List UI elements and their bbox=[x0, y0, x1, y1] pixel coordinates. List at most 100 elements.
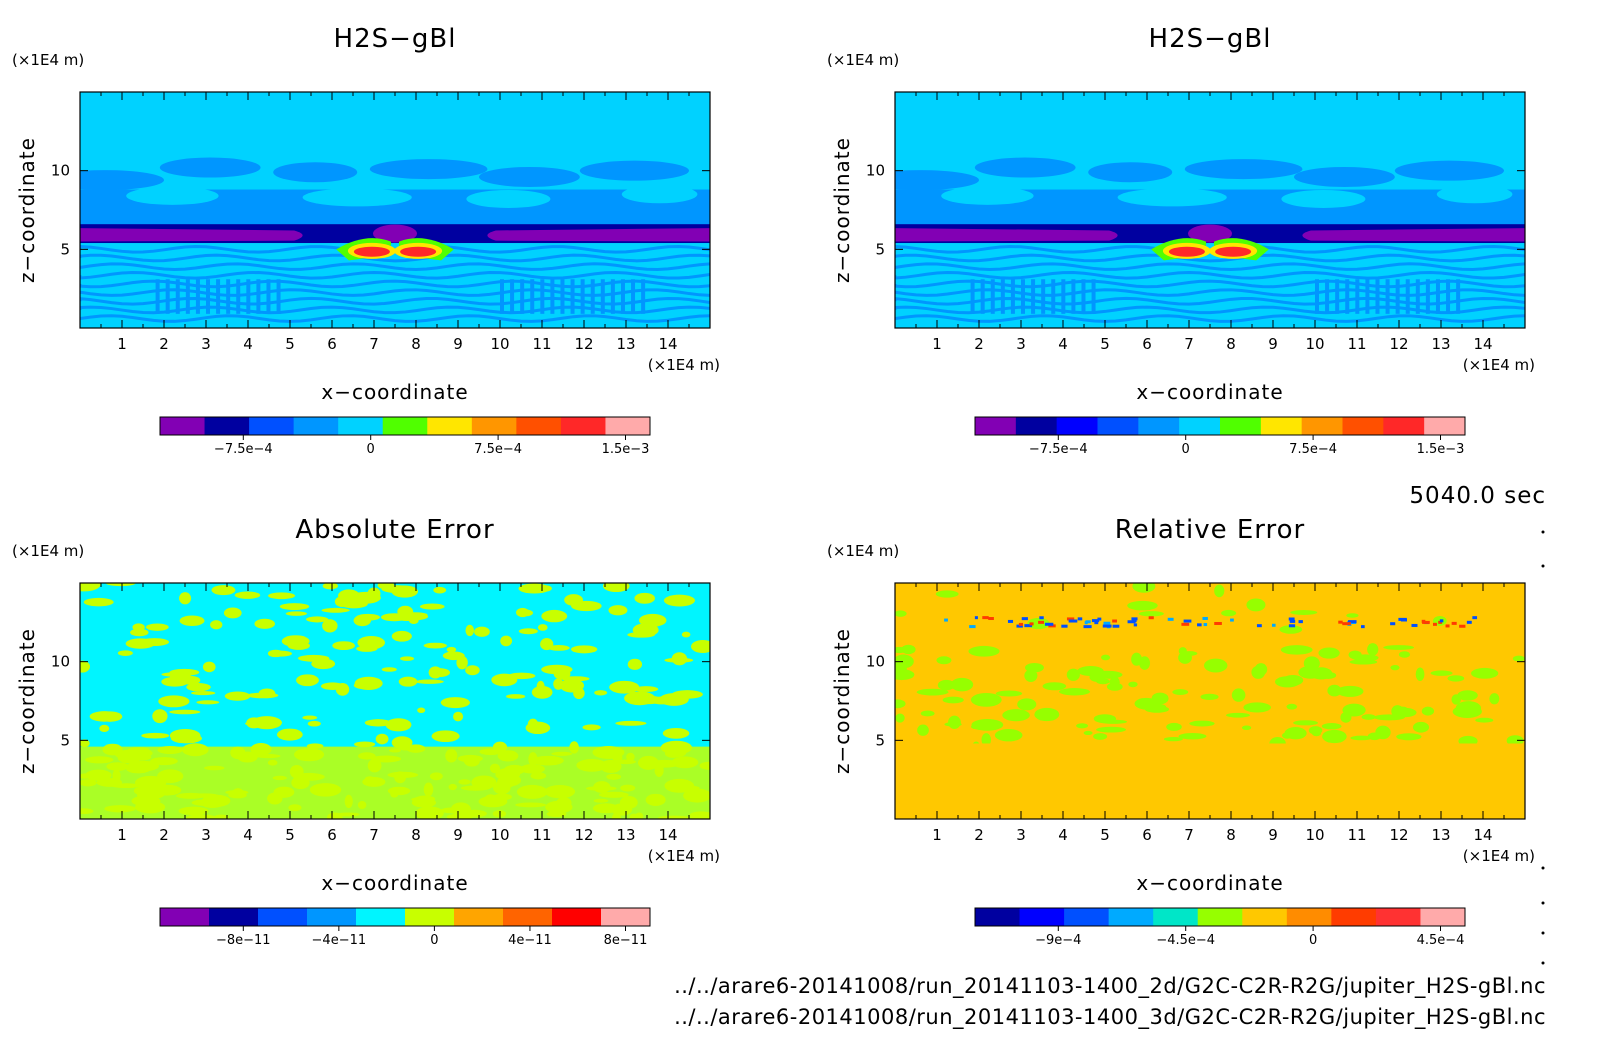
x-tick-label: 13 bbox=[1431, 335, 1450, 353]
field-stripe bbox=[165, 279, 170, 314]
field-blob bbox=[179, 615, 205, 627]
field-blob bbox=[1430, 670, 1453, 676]
field-spike bbox=[1466, 620, 1472, 624]
x-tick-label: 7 bbox=[1184, 826, 1194, 844]
field-blob bbox=[615, 720, 647, 726]
plume-red bbox=[1215, 246, 1252, 257]
x-tick-label: 5 bbox=[1100, 335, 1110, 353]
field-blob bbox=[1421, 706, 1435, 716]
field-blob bbox=[80, 739, 90, 748]
field-blob bbox=[1290, 610, 1318, 615]
field-blob bbox=[1321, 723, 1342, 730]
colorbar-swatch bbox=[516, 417, 562, 435]
colorbar-tick-label: 1.5e−3 bbox=[602, 442, 650, 457]
field-blob bbox=[1506, 735, 1524, 746]
x-tick-label: 2 bbox=[974, 826, 984, 844]
field-blob bbox=[270, 650, 292, 657]
colorbar-swatch bbox=[1015, 417, 1058, 435]
field-blob bbox=[296, 674, 319, 687]
colorbar-swatch bbox=[503, 908, 553, 926]
field-blob bbox=[307, 720, 321, 727]
field-blob bbox=[611, 583, 625, 590]
field-blob bbox=[518, 609, 534, 617]
field-blob bbox=[89, 711, 120, 722]
colorbar-swatch bbox=[1301, 417, 1343, 435]
x-tick-label: 13 bbox=[616, 335, 635, 353]
field-stripe bbox=[500, 279, 504, 314]
field-spike bbox=[1066, 617, 1075, 621]
field-blob bbox=[322, 583, 339, 590]
field-blob bbox=[196, 700, 220, 705]
field-blob bbox=[659, 693, 689, 706]
field-lobe bbox=[1281, 189, 1366, 208]
x-tick-label: 9 bbox=[453, 826, 463, 844]
x-tick-label: 4 bbox=[1058, 826, 1068, 844]
field-blob bbox=[609, 680, 640, 694]
field-blob bbox=[297, 654, 330, 662]
field-stripe bbox=[1031, 279, 1036, 314]
colorbar-swatch bbox=[1375, 908, 1421, 926]
field-blob bbox=[1214, 584, 1225, 598]
x-tick-label: 14 bbox=[1473, 826, 1492, 844]
field-spike bbox=[1133, 623, 1138, 627]
field-spike bbox=[1112, 624, 1120, 628]
colorbar-tick-label: 8e−11 bbox=[604, 933, 648, 948]
x-unit: (×1E4 m) bbox=[1463, 847, 1535, 865]
panel-title: Relative Error bbox=[1115, 515, 1306, 545]
x-tick-label: 5 bbox=[285, 335, 295, 353]
field-spike bbox=[1131, 617, 1138, 621]
colorbar-swatch bbox=[1260, 417, 1303, 435]
x-tick-label: 9 bbox=[1268, 826, 1278, 844]
field-stripe bbox=[206, 279, 210, 314]
field-spike bbox=[1068, 619, 1078, 623]
field-stripe bbox=[1081, 279, 1086, 314]
field-lobe bbox=[974, 157, 1076, 178]
field-stripe bbox=[970, 279, 975, 314]
field-blob bbox=[1096, 726, 1127, 733]
field-blob bbox=[254, 618, 275, 629]
field-blob bbox=[1349, 659, 1378, 665]
field-blob bbox=[1131, 652, 1143, 666]
field-blob bbox=[968, 645, 1000, 657]
y-tick-label: 10 bbox=[51, 162, 70, 180]
field-stripe bbox=[276, 279, 281, 314]
field-purple bbox=[895, 228, 1118, 242]
x-tick-label: 8 bbox=[1226, 826, 1236, 844]
field-blob bbox=[1178, 647, 1187, 655]
colorbar-swatch bbox=[1064, 908, 1110, 926]
field-spike bbox=[1038, 620, 1045, 624]
colorbar-swatch bbox=[1220, 417, 1262, 435]
field-stripe bbox=[631, 279, 636, 314]
field-stripe bbox=[80, 270, 710, 280]
x-tick-label: 12 bbox=[574, 826, 593, 844]
colorbar-tick-label: −4e−11 bbox=[312, 933, 367, 948]
field-blob bbox=[375, 733, 389, 745]
field-spike bbox=[1438, 620, 1443, 624]
field-blob bbox=[1361, 714, 1376, 720]
field-spike bbox=[1361, 625, 1365, 629]
field-blob bbox=[453, 711, 464, 722]
x-tick-label: 11 bbox=[1347, 826, 1366, 844]
field-blob bbox=[321, 607, 350, 613]
field-blob bbox=[440, 697, 470, 709]
field-stripe bbox=[1375, 279, 1380, 314]
field-blob bbox=[950, 677, 974, 692]
field-blob bbox=[1101, 654, 1111, 661]
field-stripe bbox=[895, 253, 1525, 263]
field-blob bbox=[981, 733, 991, 747]
y-unit: (×1E4 m) bbox=[827, 51, 899, 69]
file-path-2d: ../../arare6-20141008/run_20141103-1400_… bbox=[674, 974, 1546, 999]
field-blob bbox=[397, 605, 414, 618]
field-blob bbox=[419, 603, 445, 610]
field-blob bbox=[491, 673, 518, 687]
tick-marks bbox=[80, 92, 710, 328]
x-tick-label: 3 bbox=[1016, 335, 1026, 353]
field-stripe bbox=[226, 279, 231, 314]
field-blob bbox=[179, 592, 192, 605]
field-blob bbox=[594, 690, 608, 696]
field-blob bbox=[335, 683, 350, 696]
panel-1: H2S−gBl(×1E4 m)(×1E4 m)1 2 3 4 5 6 7 8 9 10 11 12 13… bbox=[12, 24, 720, 457]
x-tick-label: 14 bbox=[1473, 335, 1492, 353]
field-blob bbox=[608, 605, 628, 616]
field-blob bbox=[1093, 733, 1108, 740]
